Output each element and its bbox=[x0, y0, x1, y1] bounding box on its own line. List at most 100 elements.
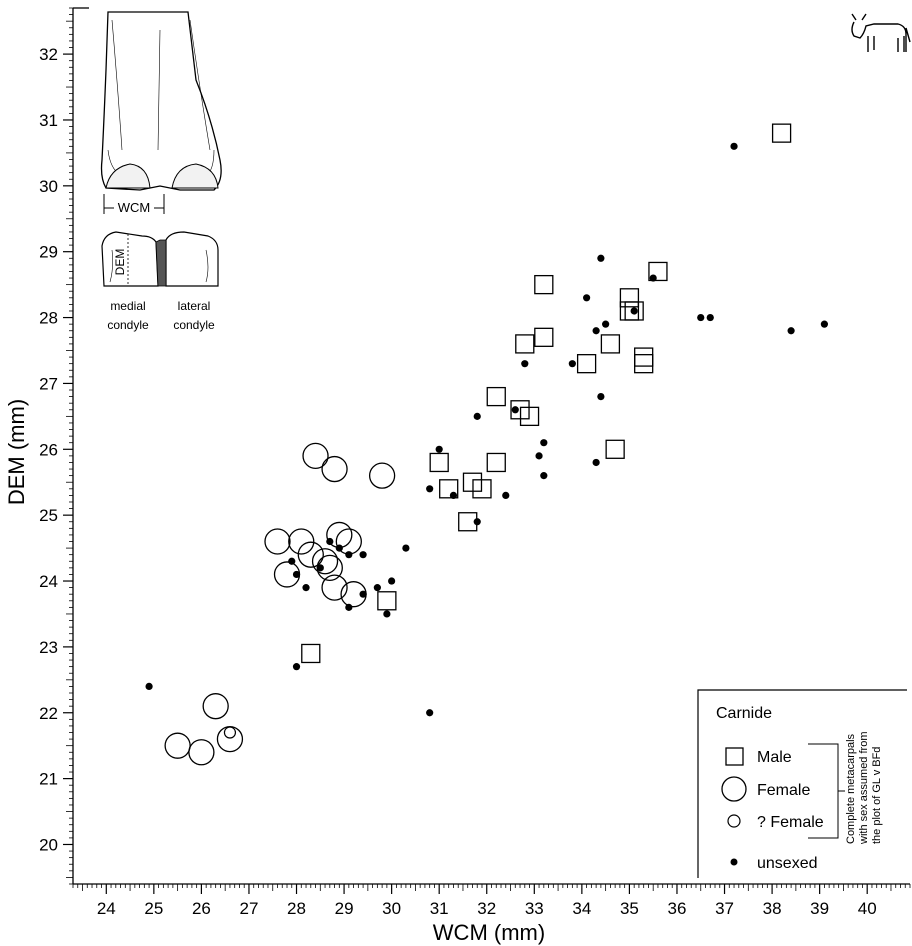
x-tick-label: 28 bbox=[287, 899, 306, 918]
male-marker bbox=[605, 439, 625, 459]
y-tick-label: 24 bbox=[39, 572, 58, 591]
unsexed-marker bbox=[568, 360, 576, 368]
series-female bbox=[164, 442, 396, 766]
male-marker bbox=[429, 452, 449, 473]
unsexed-marker bbox=[535, 452, 543, 460]
unsexed-marker bbox=[145, 682, 153, 691]
unsexed-marker bbox=[597, 393, 605, 401]
unsexed-marker bbox=[630, 307, 638, 315]
male-marker bbox=[634, 347, 654, 367]
unsexed-marker bbox=[592, 458, 600, 467]
lateral-condyle-label-line2: condyle bbox=[173, 318, 215, 332]
legend-title: Carnide bbox=[716, 705, 772, 722]
unsexed-marker bbox=[602, 320, 610, 328]
legend: Carnide Male Female ? Female unsexed Com… bbox=[697, 689, 907, 878]
male-marker bbox=[439, 479, 459, 499]
legend-note-line2: with sex assumed from bbox=[858, 732, 870, 845]
female-marker bbox=[188, 739, 215, 766]
legend-frame bbox=[697, 689, 907, 878]
bone-shaft-drawing bbox=[100, 11, 222, 191]
unsexed-marker bbox=[649, 274, 657, 282]
y-tick-label: 32 bbox=[39, 45, 58, 64]
legend-qfemale-marker bbox=[727, 814, 741, 828]
unsexed-marker bbox=[383, 610, 391, 618]
unsexed-marker bbox=[426, 485, 434, 493]
male-marker bbox=[486, 452, 506, 473]
x-tick-label: 30 bbox=[382, 899, 401, 918]
male-marker bbox=[515, 334, 535, 354]
data-markers bbox=[145, 123, 828, 766]
x-tick-label: 38 bbox=[763, 899, 782, 918]
legend-note-line1: Complete metacarpals bbox=[845, 733, 857, 844]
y-tick-label: 23 bbox=[39, 638, 58, 657]
male-marker bbox=[771, 123, 792, 143]
female-marker bbox=[164, 732, 191, 759]
unsexed-marker bbox=[592, 327, 600, 335]
female-marker bbox=[288, 528, 315, 555]
unsexed-marker bbox=[706, 313, 714, 322]
series-male bbox=[301, 123, 792, 664]
male-marker bbox=[534, 274, 554, 295]
unsexed-marker bbox=[521, 360, 529, 368]
wcm-inset-label: WCM bbox=[118, 200, 151, 215]
medial-condyle-label-line2: condyle bbox=[107, 318, 149, 332]
x-tick-label: 33 bbox=[525, 899, 544, 918]
male-marker bbox=[648, 261, 668, 282]
x-tick-label: 39 bbox=[810, 899, 829, 918]
legend-unsexed-label: unsexed bbox=[757, 855, 818, 872]
y-tick-label: 27 bbox=[39, 374, 58, 393]
unsexed-marker bbox=[388, 577, 396, 585]
qfemale-marker bbox=[223, 726, 237, 739]
male-marker bbox=[600, 334, 621, 354]
unsexed-marker bbox=[473, 412, 481, 420]
x-tick-label: 29 bbox=[335, 899, 354, 918]
legend-note-line3: the plot of GL v BFd bbox=[871, 747, 883, 844]
x-tick-label: 36 bbox=[668, 899, 687, 918]
unsexed-marker bbox=[292, 663, 301, 671]
unsexed-marker bbox=[292, 570, 301, 579]
female-marker bbox=[368, 462, 396, 489]
x-tick-label: 27 bbox=[239, 899, 258, 918]
lateral-condyle-label-line1: lateral bbox=[178, 299, 211, 313]
unsexed-marker bbox=[359, 551, 367, 559]
legend-unsexed-marker bbox=[730, 858, 738, 866]
cattle-icon bbox=[851, 13, 911, 52]
legend-bracket bbox=[808, 743, 845, 839]
legend-male-marker bbox=[725, 747, 744, 766]
female-marker bbox=[297, 541, 324, 568]
x-tick-label: 35 bbox=[620, 899, 639, 918]
unsexed-marker bbox=[787, 327, 795, 335]
x-axis: 24 25 26 27 28 29 30 31 32 33 34 35 36 37 38 39 40 bbox=[72, 884, 911, 918]
y-tick-label: 26 bbox=[39, 440, 58, 459]
y-tick-label: 20 bbox=[39, 835, 58, 854]
condyles-end-view-drawing bbox=[101, 231, 219, 287]
y-tick-label: 31 bbox=[39, 111, 58, 130]
male-marker bbox=[472, 479, 492, 499]
male-marker bbox=[301, 643, 321, 664]
unsexed-marker bbox=[540, 472, 548, 480]
unsexed-marker bbox=[359, 590, 367, 598]
unsexed-marker bbox=[540, 439, 548, 447]
unsexed-marker bbox=[316, 564, 324, 572]
unsexed-marker bbox=[345, 551, 353, 559]
male-marker bbox=[624, 301, 644, 321]
male-marker bbox=[619, 288, 640, 308]
x-tick-label: 24 bbox=[97, 899, 116, 918]
female-marker bbox=[311, 548, 339, 575]
series-unsexed bbox=[145, 142, 828, 717]
y-axis-title: DEM (mm) bbox=[4, 399, 29, 505]
series-qfemale bbox=[223, 726, 237, 739]
metacarpal-illustration: WCM DEM medial condyle lateral condyle bbox=[100, 11, 222, 332]
unsexed-marker bbox=[511, 406, 519, 414]
male-marker bbox=[534, 327, 554, 347]
male-marker bbox=[576, 354, 597, 374]
y-tick-label: 25 bbox=[39, 506, 58, 525]
unsexed-marker bbox=[402, 544, 410, 552]
female-marker bbox=[202, 693, 229, 720]
y-tick-label: 21 bbox=[39, 770, 58, 789]
female-marker bbox=[264, 528, 291, 555]
legend-female-label: Female bbox=[757, 782, 810, 799]
legend-qfemale-label: ? Female bbox=[757, 814, 824, 831]
unsexed-marker bbox=[302, 584, 310, 592]
unsexed-marker bbox=[373, 584, 381, 592]
